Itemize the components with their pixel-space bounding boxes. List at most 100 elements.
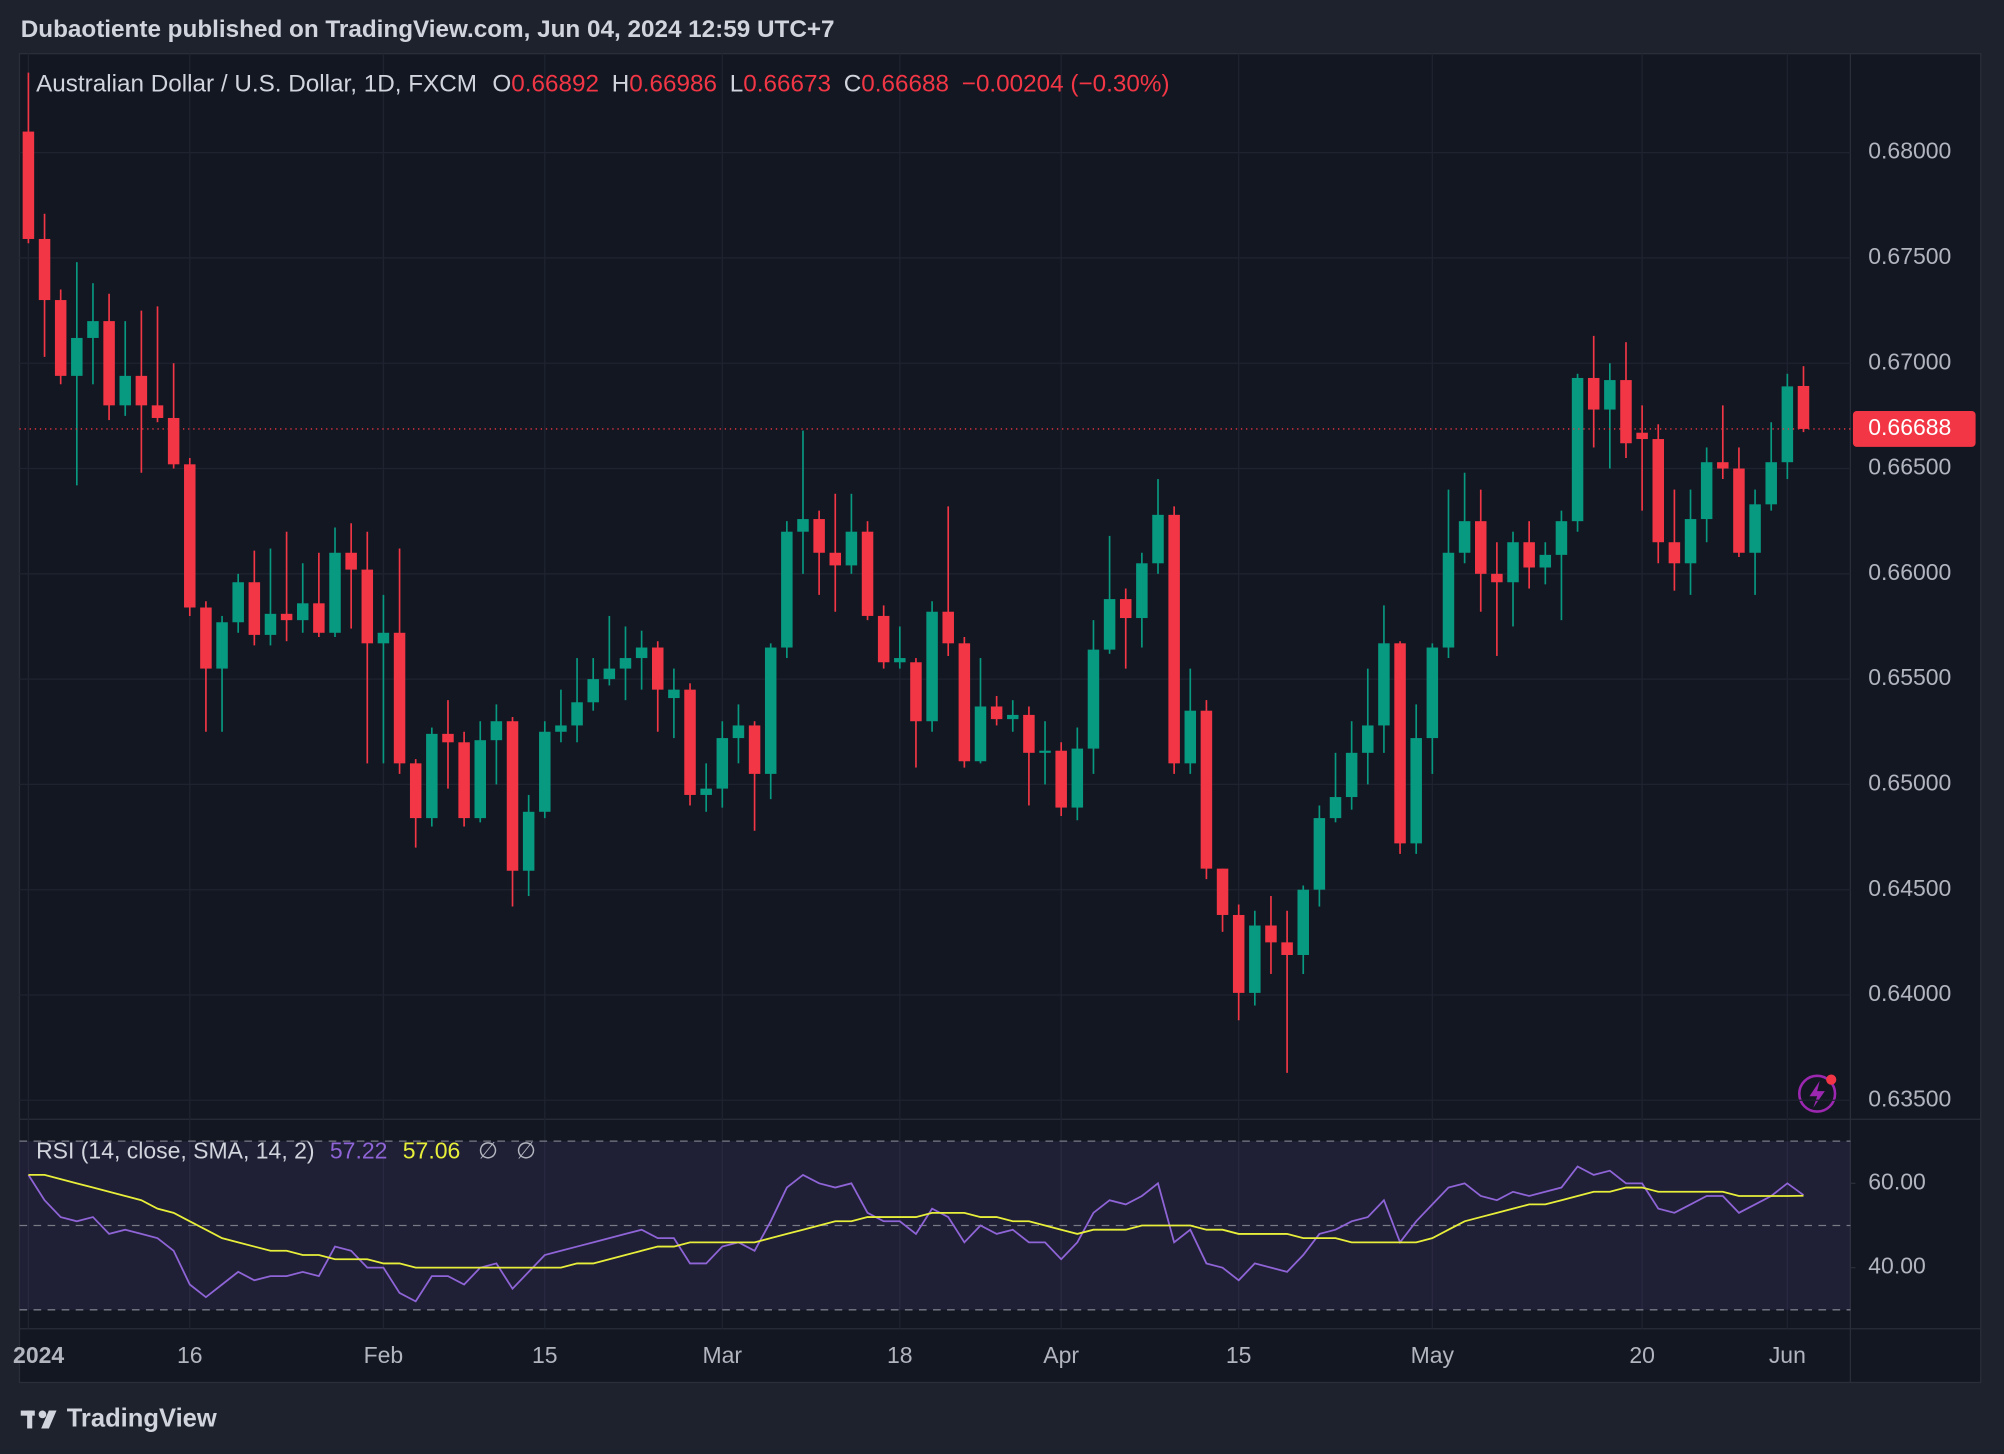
y-tick-label: 60.00: [1868, 1168, 1926, 1194]
candle-body: [748, 725, 761, 774]
candle-body: [87, 321, 99, 338]
brand: TradingView: [67, 1404, 217, 1432]
rsi-flag: ∅: [516, 1138, 536, 1164]
candle-body: [1797, 385, 1810, 429]
candle-body: [474, 740, 486, 819]
candle-body: [974, 706, 987, 762]
rsi-value: 57.22: [330, 1138, 388, 1164]
candle-body: [1136, 563, 1148, 619]
candle-body: [813, 519, 825, 553]
candle-body: [1555, 521, 1568, 555]
candle-body: [232, 582, 244, 623]
candle-body: [1378, 643, 1390, 726]
candle-body: [1458, 521, 1471, 553]
legend-ohlc-key: L: [730, 71, 744, 98]
candle-body: [1587, 377, 1600, 410]
candle-body: [1733, 468, 1745, 553]
legend-change: −0.00204 (−0.30%): [962, 71, 1170, 98]
last-price-badge: [1852, 411, 1976, 447]
candle-body: [248, 582, 261, 635]
candle-body: [1313, 818, 1326, 890]
legend-ohlc-value: 0.66688: [861, 71, 949, 98]
candle-body: [797, 519, 809, 532]
candle-body: [522, 811, 535, 871]
candle-body: [619, 658, 632, 669]
y-tick-label: 0.63500: [1868, 1085, 1951, 1111]
candle-body: [1168, 514, 1180, 764]
legend-ohlc-value: 0.66892: [511, 71, 599, 98]
candle-body: [377, 632, 390, 644]
candle-body: [1604, 380, 1616, 410]
x-tick-label: Jun: [1769, 1342, 1806, 1368]
candle-body: [555, 725, 567, 732]
candle-body: [684, 689, 696, 795]
legend-ohlc-key: H: [612, 71, 630, 98]
candle-body: [167, 417, 180, 465]
candle-body: [587, 679, 599, 703]
icon-bolt: [1809, 1080, 1825, 1108]
x-tick-label: 2024: [13, 1342, 64, 1368]
candle-body: [1087, 649, 1100, 749]
candle-body: [200, 607, 212, 669]
candle-body: [894, 658, 906, 663]
legend-ohlc-value: 0.66673: [743, 71, 831, 98]
candle-body: [781, 531, 793, 648]
candle-body: [1039, 750, 1051, 753]
y-tick-label: 0.65500: [1868, 664, 1951, 690]
candle-body: [958, 643, 971, 762]
legend-ohlc-value: 0.66986: [629, 71, 717, 98]
candle-body: [1394, 643, 1406, 844]
candle-body: [426, 733, 438, 819]
x-tick-label: 20: [1629, 1342, 1655, 1368]
icon-ring: [1797, 1074, 1837, 1113]
candle-body: [635, 647, 648, 659]
candle-body: [1200, 710, 1213, 869]
last-price-label: 0.66688: [1868, 414, 1951, 440]
candle-body: [1491, 573, 1503, 583]
candle-body: [942, 611, 954, 644]
x-tick-label: 15: [532, 1342, 558, 1368]
y-tick-label: 0.66500: [1868, 454, 1951, 480]
candle-body: [1539, 554, 1552, 568]
candle-body: [1668, 542, 1681, 564]
alert-icon: [1797, 1074, 1837, 1113]
candle-body: [1119, 599, 1132, 619]
y-tick-label: 0.66000: [1868, 559, 1951, 585]
x-tick-label: 18: [887, 1342, 913, 1368]
candle-body: [71, 337, 83, 376]
rsi-line: [27, 1165, 1805, 1303]
publisher: Dubaotiente published on TradingView.com…: [21, 16, 835, 43]
candle-body: [764, 647, 777, 774]
candle-body: [1345, 752, 1358, 798]
candle-body: [1636, 432, 1648, 440]
candle-body: [1684, 519, 1697, 564]
candle-body: [442, 733, 454, 743]
candle-body: [1232, 914, 1245, 993]
x-tick-label: May: [1411, 1342, 1455, 1368]
y-tick-label: 0.67500: [1868, 243, 1951, 269]
candle-body: [22, 131, 35, 239]
rsi-line: [28, 1174, 1804, 1269]
candle-body: [393, 632, 406, 764]
candle-body: [409, 763, 422, 819]
candle-body: [313, 603, 325, 633]
candle-body: [345, 552, 357, 570]
x-tick-label: Feb: [364, 1342, 404, 1368]
candle-body: [1507, 542, 1519, 583]
candle-body: [1749, 504, 1761, 553]
candle-body: [1523, 542, 1535, 568]
candle-body: [1216, 868, 1229, 915]
candle-body: [1571, 377, 1584, 522]
y-tick-label: 0.67000: [1868, 348, 1951, 374]
candle-body: [296, 603, 309, 621]
candle-body: [861, 531, 874, 616]
legend-title: Australian Dollar / U.S. Dollar, 1D, FXC…: [36, 71, 477, 98]
candle-body: [361, 569, 374, 644]
candle-body: [732, 725, 745, 739]
logo-part: [41, 1410, 57, 1429]
candle-body: [926, 611, 938, 722]
candle-body: [329, 552, 341, 633]
candle-body: [151, 405, 164, 418]
candle-body: [1249, 925, 1261, 993]
rsi-flag: ∅: [478, 1138, 498, 1164]
